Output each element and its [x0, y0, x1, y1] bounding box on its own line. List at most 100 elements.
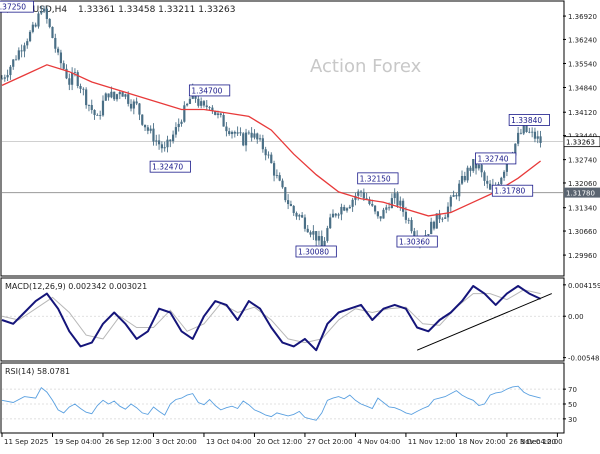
candle-body	[455, 195, 458, 197]
candle-body	[278, 175, 281, 181]
candle-body	[334, 213, 337, 216]
candle-body	[413, 231, 416, 237]
candle-body	[253, 133, 256, 138]
candle-body	[458, 183, 461, 197]
candle-body	[329, 217, 332, 229]
candle-body	[379, 216, 382, 219]
candle-body	[76, 72, 79, 87]
candle-body	[85, 89, 88, 106]
candle-body	[180, 121, 183, 124]
price-annotation-box	[295, 245, 337, 258]
candle-body	[42, 8, 46, 12]
candle-body	[402, 200, 405, 212]
candle-body	[309, 232, 312, 235]
candle-body	[469, 167, 472, 171]
candle-body	[376, 211, 379, 217]
price-y-tick-label: 1.35540	[568, 60, 597, 68]
candle-body	[382, 209, 385, 219]
candle-body	[357, 191, 360, 196]
price-annotation: 1.31780	[494, 187, 525, 196]
candle-body	[183, 105, 186, 122]
candle-body	[373, 205, 377, 212]
price-annotation: 1.32470	[152, 163, 183, 172]
candle-body	[129, 103, 133, 109]
price-annotation: 1.33840	[511, 116, 542, 125]
x-tick-label: 11 Nov 12:00	[408, 438, 455, 446]
candle-body	[124, 94, 127, 97]
x-tick-label: 3 Oct 20:00	[155, 438, 196, 446]
candle-body	[3, 77, 6, 79]
candle-body	[73, 72, 77, 73]
candle-body	[0, 78, 4, 80]
candle-body	[138, 103, 141, 115]
price-annotation-box	[0, 0, 34, 13]
candle-body	[371, 203, 374, 206]
price-y-tick-label: 1.36240	[568, 36, 597, 44]
candle-body	[149, 128, 152, 131]
candle-body	[82, 88, 85, 90]
candle-body	[104, 93, 107, 101]
candle-body	[6, 75, 9, 78]
candle-body	[166, 139, 169, 148]
candle-body	[99, 115, 102, 116]
candle-body	[317, 236, 321, 241]
candle-body	[387, 207, 391, 209]
price-annotation-box	[149, 160, 191, 173]
candle-body	[463, 175, 466, 181]
candle-body	[472, 159, 475, 171]
price-y-tick-label: 1.36920	[568, 13, 597, 21]
price-annotation: 1.34700	[191, 86, 222, 95]
candle-body	[258, 138, 262, 140]
macd-y-tick-label: -0.005485	[568, 355, 600, 363]
candle-body	[390, 198, 393, 209]
watermark: Action Forex	[310, 56, 422, 77]
x-tick-label: 19 Sep 04:00	[54, 438, 101, 446]
candle-body	[410, 220, 413, 232]
x-tick-label: 11 Sep 2025	[4, 438, 48, 446]
candle-body	[250, 132, 253, 138]
x-tick-label: 26 Sep 12:00	[105, 438, 152, 446]
candle-body	[143, 124, 147, 128]
candle-body	[216, 113, 220, 115]
candle-body	[446, 206, 450, 218]
candle-body	[502, 171, 506, 178]
candle-body	[480, 164, 483, 173]
rsi-panel-frame	[0, 362, 565, 434]
macd-plot: 0.004159 0.00 -0.005485	[1, 282, 600, 363]
candle-body	[26, 41, 29, 46]
candle-body	[435, 213, 438, 229]
x-tick-label: 20 Oct 12:00	[256, 438, 302, 446]
candle-body	[525, 125, 528, 133]
candle-body	[177, 123, 180, 128]
candle-body	[477, 164, 480, 169]
candle-body	[362, 192, 365, 199]
x-tick-label: 26 Nov 04:00	[509, 438, 556, 446]
candle-body	[531, 131, 534, 133]
candle-body	[222, 114, 225, 127]
candle-body	[9, 66, 12, 76]
candle-body	[295, 212, 298, 217]
candle-body	[219, 113, 222, 115]
price-y-tick-label: 1.31340	[568, 205, 597, 213]
candle-body	[17, 50, 20, 60]
candle-body	[404, 211, 408, 220]
x-tick-label: 13 Oct 04:00	[206, 438, 252, 446]
candle-body	[427, 234, 430, 236]
candle-body	[172, 134, 175, 142]
candle-body	[101, 100, 105, 116]
price-annotation-box	[396, 235, 438, 248]
rsi-plot: 70 50 30	[1, 385, 577, 424]
candle-body	[211, 107, 214, 111]
candle-body	[519, 132, 523, 134]
x-tick-label: 18 Nov 20:00	[458, 438, 505, 446]
candle-body	[460, 175, 464, 184]
candle-body	[348, 206, 351, 209]
candle-body	[306, 228, 309, 233]
candle-body	[345, 208, 349, 211]
candle-body	[354, 195, 357, 200]
candle-body	[214, 110, 217, 115]
candle-body	[396, 193, 399, 206]
price-annotation: 1.32740	[477, 154, 508, 163]
candle-body	[275, 175, 278, 176]
